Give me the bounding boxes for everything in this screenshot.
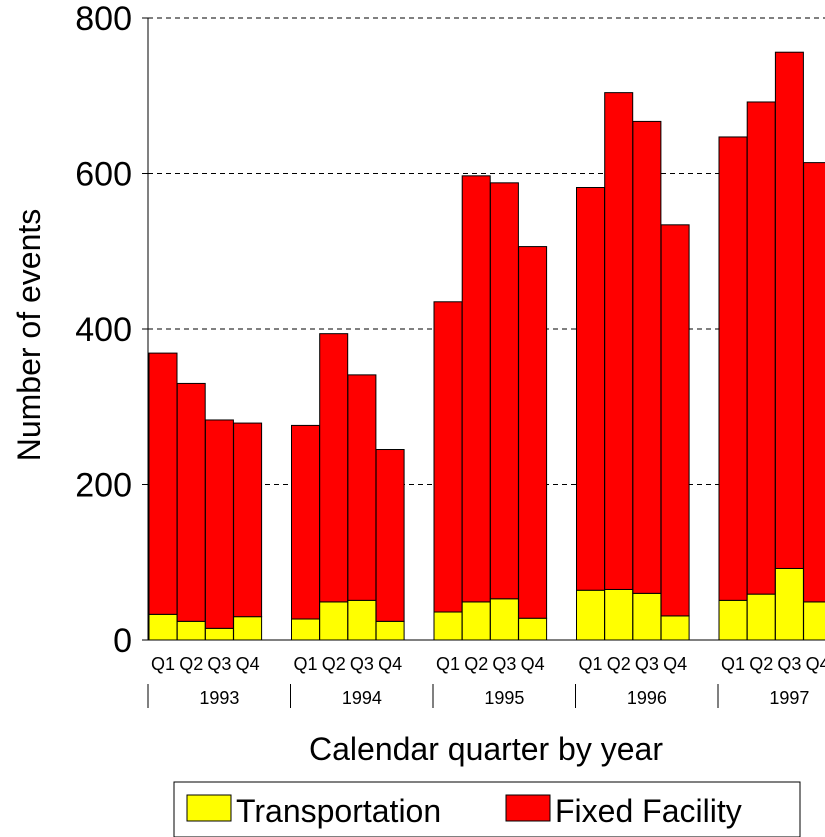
bar-transportation-1997-q3 (774, 567, 804, 641)
x-year-label-1995: 1995 (484, 688, 524, 708)
bar-transportation-1993-q2 (176, 620, 206, 641)
x-quarter-label: Q1 (293, 654, 317, 674)
y-axis-ticks: 0 200 400 600 800 (75, 0, 148, 660)
bar-fixed-facility-1994-q3 (347, 374, 377, 601)
bar-fixed-facility-1995-q2 (461, 175, 491, 603)
legend: Transportation Fixed Facility (173, 781, 801, 837)
bar-transportation-1995-q4 (518, 617, 548, 641)
x-year-label-1997: 1997 (769, 688, 809, 708)
x-quarter-label: Q3 (492, 654, 516, 674)
bar-transportation-1994-q1 (291, 618, 320, 641)
bar-fixed-facility-1996-q2 (604, 92, 634, 590)
bar-transportation-1995-q1 (433, 611, 463, 641)
bar-transportation-1996-q1 (576, 589, 605, 641)
bar-fixed-facility-1993-q4 (233, 422, 263, 618)
x-quarter-label: Q1 (151, 654, 175, 674)
bar-fixed-facility-1995-q1 (433, 301, 463, 613)
y-tick-label-0: 0 (113, 622, 132, 660)
bar-fixed-facility-1996-q4 (660, 224, 690, 617)
x-year-label-1994: 1994 (342, 688, 382, 708)
bar-fixed-facility-1997-q4 (803, 162, 825, 603)
bar-transportation-1996-q2 (604, 588, 634, 641)
bar-transportation-1997-q4 (803, 601, 825, 641)
x-quarter-label: Q2 (607, 654, 631, 674)
bar-transportation-1997-q1 (718, 599, 748, 641)
x-quarter-label: Q4 (236, 654, 260, 674)
x-axis-title: Calendar quarter by year (309, 731, 663, 767)
x-quarter-label: Q4 (378, 654, 402, 674)
x-quarter-label: Q4 (806, 654, 825, 674)
legend-label-transportation: Transportation (236, 793, 441, 829)
bar-fixed-facility-1994-q4 (375, 449, 405, 622)
x-axis-quarter-labels: Q1 Q2 Q3 Q4 Q1 Q2 Q3 Q4 Q1 Q2 Q3 Q4 Q1 Q2 Q3 Q4 Q1 Q2 Q3 Q4 (151, 654, 825, 674)
x-quarter-label: Q1 (436, 654, 460, 674)
legend-swatch-fixed-facility (505, 794, 551, 822)
bar-transportation-1994-q3 (347, 599, 377, 641)
y-tick-label-600: 600 (75, 156, 132, 194)
bar-fixed-facility-1993-q3 (204, 419, 234, 629)
x-quarter-label: Q1 (721, 654, 745, 674)
x-year-label-1996: 1996 (627, 688, 667, 708)
x-quarter-label: Q2 (322, 654, 346, 674)
x-quarter-label: Q1 (578, 654, 602, 674)
bar-fixed-facility-1995-q3 (489, 182, 519, 600)
x-quarter-label: Q2 (464, 654, 488, 674)
y-tick-label-400: 400 (75, 311, 132, 349)
x-quarter-label: Q2 (179, 654, 203, 674)
bar-transportation-1994-q2 (319, 601, 349, 641)
bar-fixed-facility-1993-q1 (148, 352, 178, 615)
x-year-label-1993: 1993 (199, 688, 239, 708)
bar-fixed-facility-1996-q3 (632, 120, 662, 594)
bar-fixed-facility-1994-q1 (291, 424, 320, 620)
legend-box (173, 781, 801, 837)
bar-fixed-facility-1995-q4 (518, 246, 548, 619)
y-axis-title: Number of events (11, 209, 47, 462)
bar-transportation-1993-q1 (148, 613, 178, 641)
x-quarter-label: Q3 (207, 654, 231, 674)
bar-fixed-facility-1997-q1 (718, 136, 748, 601)
x-quarter-label: Q3 (635, 654, 659, 674)
bar-transportation-1997-q2 (746, 593, 776, 641)
bar-transportation-1996-q4 (660, 615, 690, 641)
legend-swatch-transportation (186, 794, 232, 822)
bar-transportation-1993-q4 (233, 616, 263, 641)
x-axis-year-labels: 1993 1994 1995 1996 1997 (147, 684, 809, 708)
x-quarter-label: Q2 (749, 654, 773, 674)
bar-transportation-1995-q2 (461, 601, 491, 641)
bar-transportation-1994-q4 (375, 620, 405, 641)
bars (148, 51, 825, 641)
bar-fixed-facility-1997-q2 (746, 101, 776, 595)
bar-transportation-1995-q3 (489, 598, 519, 641)
y-tick-label-800: 800 (75, 0, 132, 38)
bar-fixed-facility-1994-q2 (319, 333, 349, 603)
x-quarter-label: Q4 (663, 654, 687, 674)
bar-fixed-facility-1997-q3 (774, 51, 804, 569)
bar-transportation-1996-q3 (632, 592, 662, 641)
x-quarter-label: Q3 (350, 654, 374, 674)
x-quarter-label: Q3 (777, 654, 801, 674)
bar-fixed-facility-1993-q2 (176, 382, 206, 622)
bar-transportation-1993-q3 (204, 627, 234, 641)
y-tick-label-200: 200 (75, 467, 132, 505)
x-quarter-label: Q4 (521, 654, 545, 674)
legend-label-fixed-facility: Fixed Facility (555, 793, 742, 829)
bar-fixed-facility-1996-q1 (576, 186, 605, 591)
